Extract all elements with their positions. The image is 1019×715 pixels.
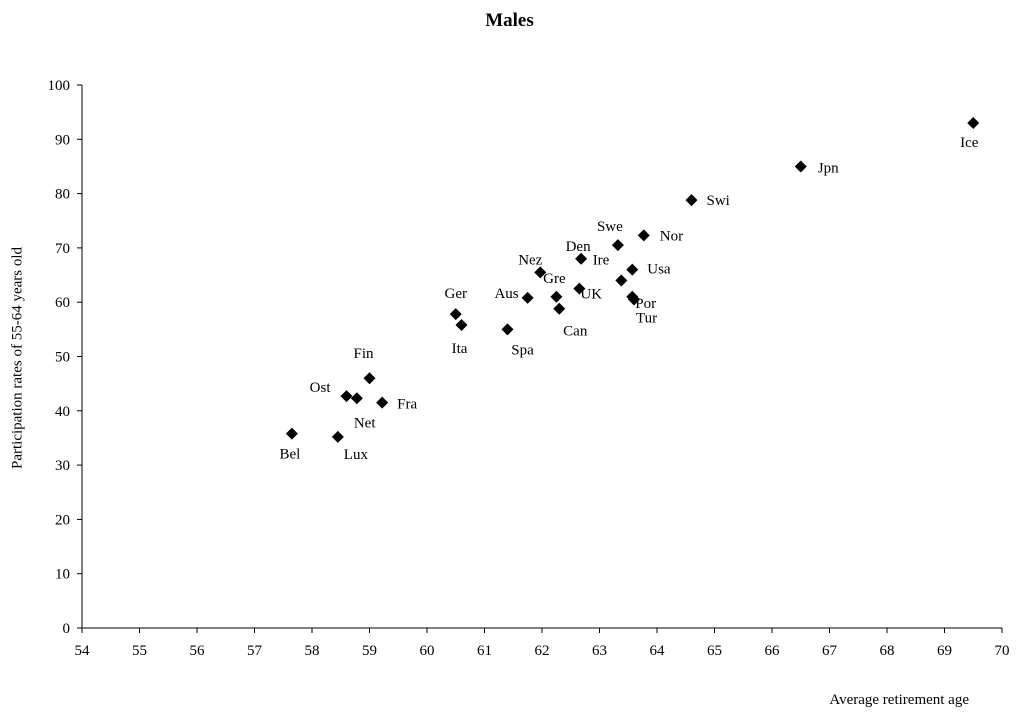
x-tick-label: 57	[247, 643, 263, 659]
x-tick-label: 61	[477, 643, 492, 659]
data-point-bel	[286, 428, 298, 440]
x-tick-label: 69	[937, 643, 952, 659]
x-tick-label: 65	[707, 643, 722, 659]
point-label-uk: UK	[580, 287, 602, 303]
y-tick-label: 0	[63, 621, 71, 637]
x-axis-label: Average retirement age	[829, 692, 969, 709]
point-label-swe: Swe	[597, 219, 623, 235]
point-label-spa: Spa	[511, 342, 534, 358]
y-tick-label: 90	[55, 132, 70, 148]
data-point-lux	[332, 431, 344, 443]
data-point-ire	[615, 274, 627, 286]
x-tick-label: 64	[650, 643, 666, 659]
data-point-jpn	[795, 160, 807, 172]
data-point-usa	[626, 264, 638, 276]
data-point-ost	[341, 390, 353, 402]
x-tick-label: 67	[822, 643, 838, 659]
data-point-swi	[686, 194, 698, 206]
point-label-ita: Ita	[452, 341, 468, 357]
data-point-net	[351, 392, 363, 404]
point-label-ger: Ger	[445, 286, 468, 302]
data-point-gre	[550, 291, 562, 303]
point-label-fin: Fin	[353, 346, 374, 362]
y-tick-label: 60	[55, 295, 70, 311]
x-tick-label: 54	[75, 643, 91, 659]
point-label-den: Den	[566, 239, 591, 255]
data-point-can	[553, 303, 565, 315]
y-tick-label: 50	[55, 350, 70, 366]
point-label-ice: Ice	[960, 135, 979, 151]
point-label-can: Can	[563, 324, 588, 340]
point-label-ost: Ost	[310, 380, 332, 396]
y-tick-label: 40	[55, 404, 70, 420]
data-point-ger	[450, 308, 462, 320]
point-label-bel: Bel	[279, 447, 300, 463]
point-label-swi: Swi	[707, 193, 730, 209]
x-tick-label: 70	[995, 643, 1010, 659]
data-point-nor	[638, 229, 650, 241]
point-label-net: Net	[354, 415, 376, 431]
x-tick-label: 66	[765, 643, 781, 659]
data-point-aus	[522, 292, 534, 304]
point-label-usa: Usa	[647, 262, 671, 278]
data-point-fra	[376, 397, 388, 409]
point-label-fra: Fra	[397, 397, 417, 413]
x-tick-label: 58	[305, 643, 320, 659]
point-label-jpn: Jpn	[818, 160, 839, 176]
point-label-tur: Tur	[636, 310, 657, 326]
y-tick-label: 80	[55, 187, 70, 203]
x-tick-label: 62	[535, 643, 550, 659]
y-tick-label: 20	[55, 512, 70, 528]
x-tick-label: 63	[592, 643, 607, 659]
y-tick-label: 100	[48, 78, 71, 94]
point-label-lux: Lux	[344, 447, 369, 463]
y-tick-label: 70	[55, 241, 70, 257]
point-label-nor: Nor	[660, 228, 683, 244]
x-tick-label: 68	[880, 643, 895, 659]
data-point-ita	[456, 319, 468, 331]
data-point-spa	[502, 323, 514, 335]
data-point-ice	[967, 117, 979, 129]
y-axis-label: Participation rates of 55-64 years old	[10, 247, 27, 469]
data-point-swe	[612, 239, 624, 251]
point-label-aus: Aus	[494, 286, 518, 302]
point-label-gre: Gre	[543, 271, 566, 287]
point-label-ire: Ire	[593, 252, 610, 268]
x-tick-label: 60	[420, 643, 435, 659]
y-tick-label: 10	[55, 567, 70, 583]
x-tick-label: 55	[132, 643, 147, 659]
x-tick-label: 56	[190, 643, 206, 659]
y-tick-label: 30	[55, 458, 70, 474]
x-tick-label: 59	[362, 643, 377, 659]
point-label-nez: Nez	[518, 252, 542, 268]
data-point-fin	[364, 372, 376, 384]
